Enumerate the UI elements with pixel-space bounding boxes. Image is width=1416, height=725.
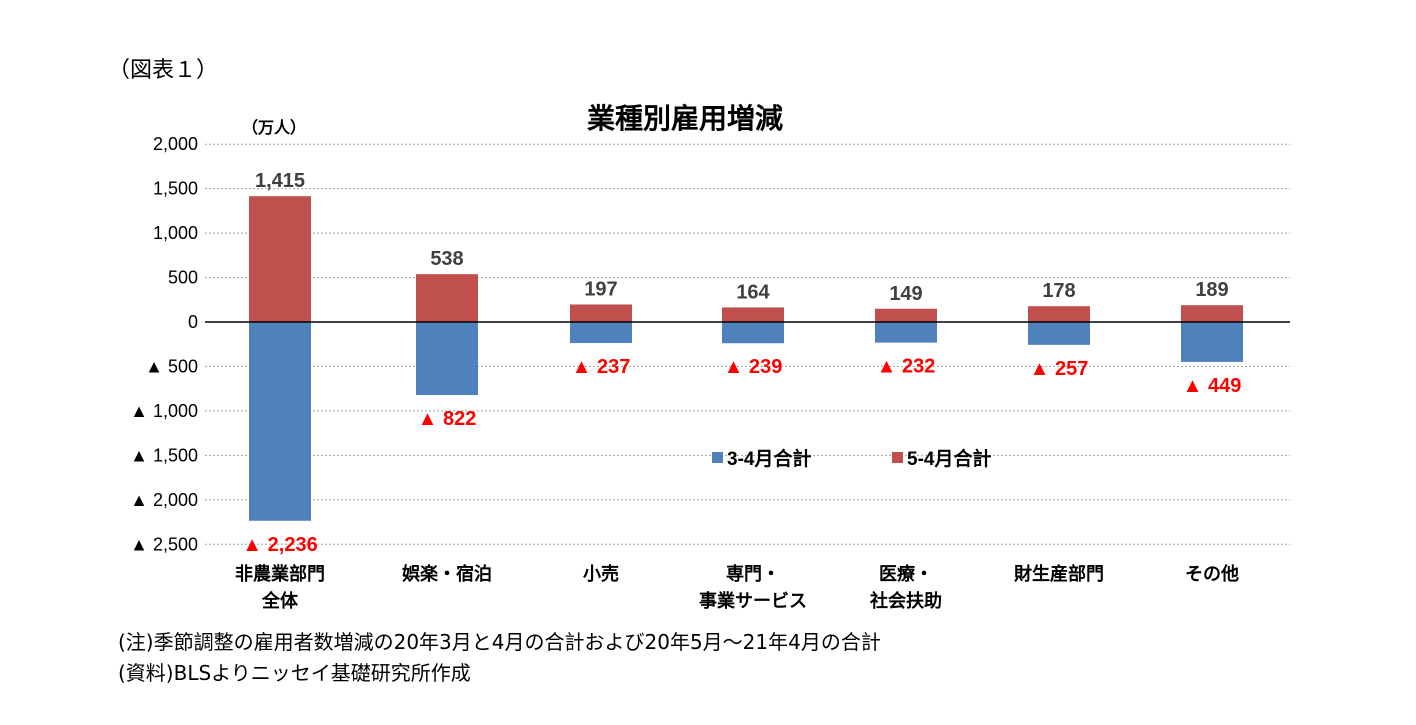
legend-label: 5-4月合計 <box>907 447 991 470</box>
y-tick-label: 500 <box>168 268 198 288</box>
legend-swatch <box>892 452 903 463</box>
bar-3-4 <box>249 322 311 521</box>
figure-label: （図表１） <box>108 58 219 83</box>
data-label-positive: 1,415 <box>255 170 305 192</box>
bar-3-4 <box>1028 322 1090 345</box>
data-label-positive: 164 <box>736 281 770 303</box>
x-category-label: その他 <box>1185 563 1239 584</box>
bar-5-4 <box>875 308 937 322</box>
unit-label: （万人） <box>242 119 306 137</box>
x-category-label: 医療・ <box>879 563 933 584</box>
data-label-positive: 149 <box>889 283 922 305</box>
y-tick-label: 1,500 <box>153 179 198 199</box>
bar-3-4 <box>416 322 478 396</box>
y-tick-label: 0 <box>188 312 198 332</box>
x-category-label: 財生産部門 <box>1014 563 1104 584</box>
y-tick-label: ▲ 2,000 <box>130 490 198 510</box>
y-tick-label: ▲ 1,000 <box>130 401 198 421</box>
bar-3-4 <box>570 322 632 344</box>
bar-5-4 <box>249 196 311 322</box>
footnote-source: (資料)BLSよりニッセイ基礎研究所作成 <box>118 661 471 685</box>
bar-5-4 <box>416 274 478 322</box>
data-label-negative: ▲ 449 <box>1183 375 1242 397</box>
y-tick-label: ▲ 1,500 <box>130 445 198 465</box>
data-label-negative: ▲ 232 <box>877 356 936 378</box>
bar-5-4 <box>1181 305 1243 322</box>
y-tick-label: ▲ 2,500 <box>130 534 198 554</box>
data-label-negative: ▲ 239 <box>724 356 783 378</box>
bar-3-4 <box>1181 322 1243 362</box>
x-category-label: 事業サービス <box>699 590 807 611</box>
x-category-label: 全体 <box>261 590 299 611</box>
bar-5-4 <box>1028 306 1090 322</box>
bar-5-4 <box>570 304 632 322</box>
data-label-positive: 197 <box>584 278 617 300</box>
x-category-label: 娯楽・宿泊 <box>402 563 492 584</box>
bar-3-4 <box>722 322 784 344</box>
data-label-positive: 538 <box>430 248 463 270</box>
footnote-note: (注)季節調整の雇用者数増減の20年3月と4月の合計および20年5月～21年4月… <box>118 630 881 654</box>
bar-3-4 <box>875 322 937 343</box>
legend-label: 3-4月合計 <box>727 447 811 470</box>
x-category-label: 社会扶助 <box>870 590 942 611</box>
data-label-positive: 178 <box>1042 280 1075 302</box>
data-label-negative: ▲ 2,236 <box>242 534 317 556</box>
bar-5-4 <box>722 307 784 322</box>
data-label-positive: 189 <box>1195 279 1228 301</box>
chart-title: 業種別雇用増減 <box>587 102 783 134</box>
data-label-negative: ▲ 822 <box>418 408 477 430</box>
data-label-negative: ▲ 257 <box>1030 358 1089 380</box>
y-tick-label: ▲ 500 <box>145 356 198 376</box>
x-category-label: 専門・ <box>726 563 780 584</box>
y-tick-label: 2,000 <box>153 134 198 154</box>
x-category-label: 小売 <box>583 563 619 584</box>
legend-swatch <box>712 452 723 463</box>
y-tick-label: 1,000 <box>153 223 198 243</box>
data-label-negative: ▲ 237 <box>572 356 631 378</box>
x-category-label: 非農業部門 <box>235 563 325 584</box>
